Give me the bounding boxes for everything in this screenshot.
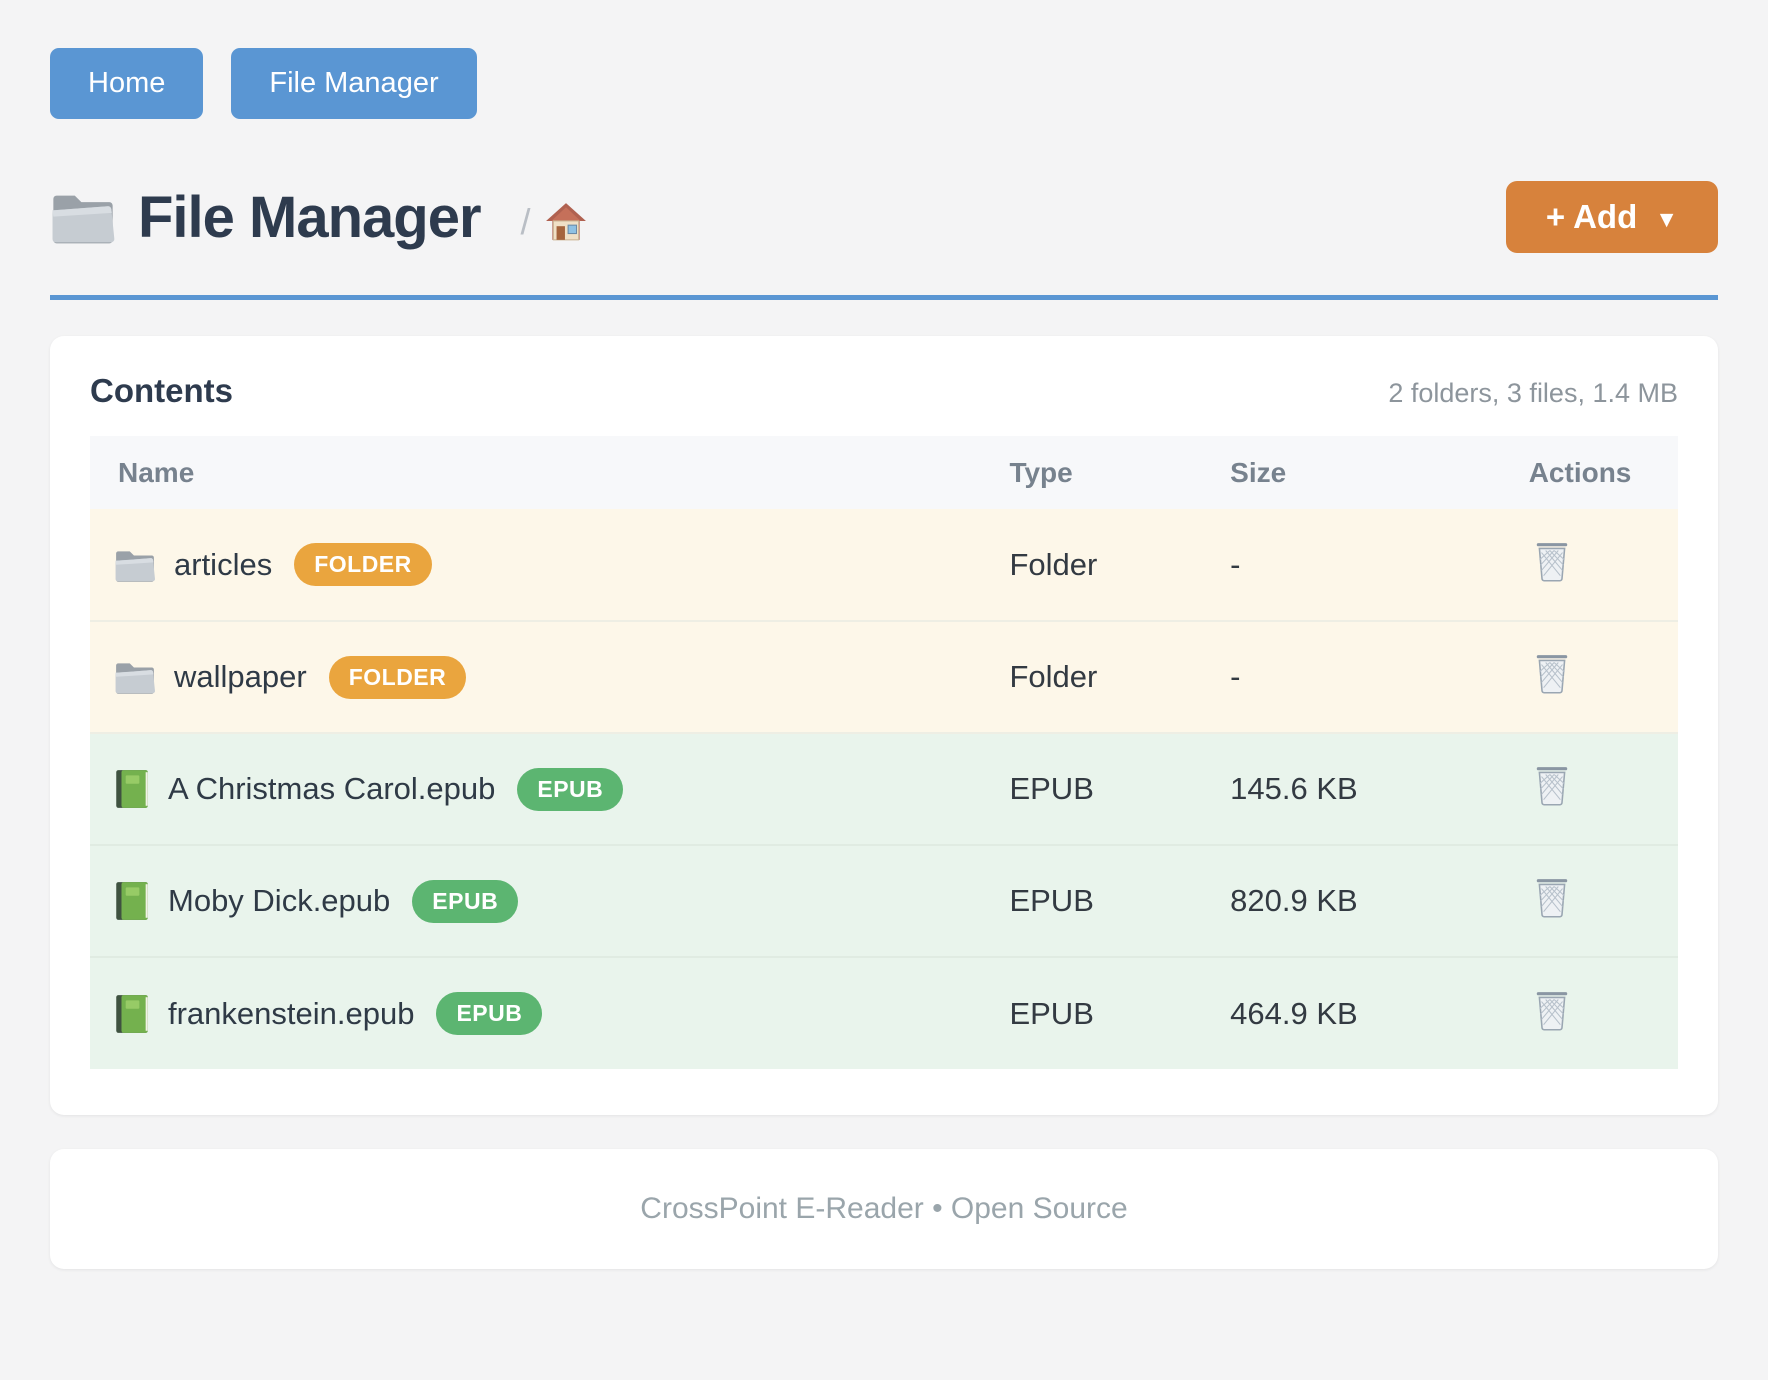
table-row: frankenstein.epub EPUB EPUB 464.9 KB: [90, 957, 1678, 1069]
file-type-badge: FOLDER: [328, 655, 467, 699]
folder-icon: [50, 189, 116, 245]
delete-button[interactable]: [1533, 764, 1571, 806]
footer: CrossPoint E-Reader • Open Source: [50, 1149, 1718, 1269]
delete-button[interactable]: [1533, 989, 1571, 1031]
table-row: Moby Dick.epub EPUB EPUB 820.9 KB: [90, 845, 1678, 958]
table-row: A Christmas Carol.epub EPUB EPUB 145.6 K…: [90, 733, 1678, 846]
page-header: File Manager / + Add ▼: [50, 181, 1718, 253]
page: Home File Manager File Manager /: [50, 48, 1718, 1269]
home-icon[interactable]: [545, 201, 587, 243]
table-row: articles FOLDER Folder -: [90, 509, 1678, 622]
file-size-cell: 145.6 KB: [1230, 733, 1529, 846]
file-size-cell: -: [1230, 621, 1529, 734]
file-size-cell: -: [1230, 509, 1529, 622]
page-title: File Manager: [138, 184, 482, 250]
top-nav: Home File Manager: [50, 48, 1718, 119]
green-book-icon: [114, 880, 150, 922]
trash-icon: [1533, 652, 1571, 694]
footer-text: CrossPoint E-Reader • Open Source: [640, 1192, 1128, 1225]
column-header-size: Size: [1230, 436, 1529, 509]
contents-card: Contents 2 folders, 3 files, 1.4 MB Name…: [50, 336, 1718, 1115]
chevron-down-icon: ▼: [1655, 205, 1678, 232]
contents-summary: 2 folders, 3 files, 1.4 MB: [1388, 378, 1678, 408]
file-table: Name Type Size Actions: [90, 436, 1678, 1069]
delete-button[interactable]: [1533, 876, 1571, 918]
trash-icon: [1533, 540, 1571, 582]
file-size-cell: 820.9 KB: [1230, 845, 1529, 958]
file-name-link[interactable]: A Christmas Carol.epub: [168, 771, 496, 806]
file-type-badge: EPUB: [517, 767, 624, 811]
file-type-cell: EPUB: [1009, 845, 1231, 958]
file-name-link[interactable]: wallpaper: [174, 659, 307, 694]
title-group: File Manager /: [50, 184, 587, 251]
green-book-icon: [114, 993, 150, 1035]
file-manager-nav-button[interactable]: File Manager: [231, 48, 477, 119]
trash-icon: [1533, 989, 1571, 1031]
column-header-name: Name: [90, 436, 1010, 509]
file-name-link[interactable]: articles: [174, 546, 273, 582]
contents-title: Contents: [90, 372, 233, 409]
delete-button[interactable]: [1533, 652, 1571, 694]
title-divider: [50, 295, 1718, 300]
file-type-cell: EPUB: [1009, 957, 1231, 1069]
trash-icon: [1533, 876, 1571, 918]
file-name-link[interactable]: Moby Dick.epub: [168, 883, 391, 918]
file-type-cell: Folder: [1009, 509, 1231, 622]
file-type-cell: EPUB: [1009, 733, 1231, 846]
column-header-actions: Actions: [1528, 436, 1678, 509]
file-type-cell: Folder: [1009, 621, 1231, 734]
green-book-icon: [114, 768, 150, 810]
file-type-badge: EPUB: [436, 992, 543, 1035]
breadcrumb: /: [521, 201, 587, 243]
folder-icon: [114, 547, 156, 583]
delete-button[interactable]: [1533, 540, 1571, 582]
trash-icon: [1533, 764, 1571, 806]
file-type-badge: FOLDER: [294, 543, 432, 586]
add-button[interactable]: + Add ▼: [1505, 181, 1718, 253]
table-header-row: Name Type Size Actions: [90, 436, 1678, 509]
file-size-cell: 464.9 KB: [1230, 957, 1529, 1069]
home-nav-button[interactable]: Home: [50, 48, 204, 119]
folder-icon: [114, 659, 156, 695]
breadcrumb-separator: /: [520, 201, 531, 242]
file-name-link[interactable]: frankenstein.epub: [168, 995, 415, 1031]
table-row: wallpaper FOLDER Folder -: [90, 621, 1678, 734]
file-type-badge: EPUB: [412, 879, 519, 923]
add-button-label: + Add: [1545, 198, 1638, 235]
column-header-type: Type: [1009, 436, 1231, 509]
contents-header: Contents 2 folders, 3 files, 1.4 MB: [90, 372, 1678, 410]
table-body: articles FOLDER Folder -: [90, 509, 1678, 1069]
